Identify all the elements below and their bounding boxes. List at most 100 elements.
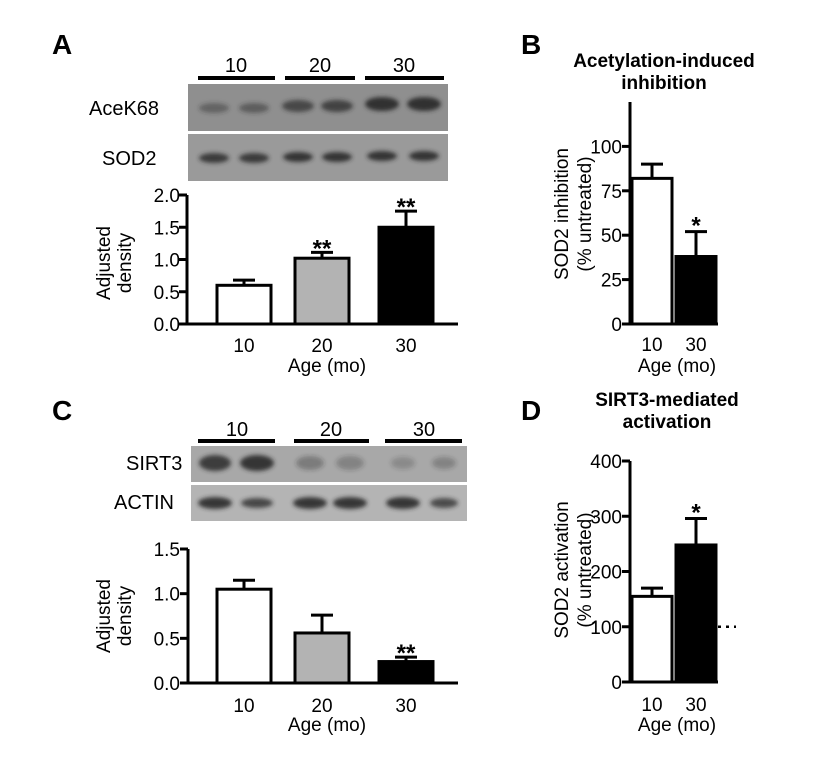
panel-letter-a: A [52, 29, 72, 60]
blot-strip-sod2 [188, 134, 448, 181]
x-tick-label-d-30: 30 [685, 695, 706, 716]
y-tick-label-d: 100 [590, 618, 622, 639]
bar-a-10 [215, 283, 273, 326]
x-tick-label-b-10: 10 [641, 335, 662, 356]
y-axis-title-a-line-2: density [115, 232, 136, 293]
blot-label-acek68: AceK68 [89, 98, 159, 120]
y-axis-title-c-line-2: density [115, 585, 136, 646]
bar-a-20 [293, 256, 351, 326]
charts: 10 ** 20 ** 30 0.0 0.5 1.0 1.5 2.0 Age (mo) Adjuste… [94, 51, 755, 736]
significance-c-30: ** [397, 640, 416, 667]
bar-d-30 [674, 543, 718, 684]
band-sirt3-2 [240, 455, 274, 471]
bar-c-10 [215, 587, 273, 685]
y-tick-label-c: 0.0 [154, 674, 180, 695]
x-tick-label-a-30: 30 [395, 336, 416, 357]
band-sirt3-6 [432, 457, 456, 469]
blot-c: 10 20 30 SIRT3 ACTIN [114, 419, 467, 521]
chart-c: 10 20 ** 30 0.0 0.5 1.0 1.5 Age (mo) Adjusted dens… [94, 540, 458, 736]
band-sod2-3 [283, 152, 313, 162]
x-tick-label-a-20: 20 [311, 336, 332, 357]
band-actin-4 [333, 497, 367, 509]
x-tick-label-d-10: 10 [641, 695, 662, 716]
y-tick-label-a: 1.5 [154, 218, 180, 239]
y-tick-label-b: 50 [601, 226, 622, 247]
x-axis-title-b: Age (mo) [638, 356, 716, 377]
significance-b-30: * [691, 213, 701, 240]
chart-d: SIRT3-mediated activation10*3001002003004… [552, 390, 739, 736]
lane-label-a-30: 30 [393, 55, 415, 77]
band-sod2-2 [239, 153, 269, 163]
x-axis-title-d: Age (mo) [638, 715, 716, 736]
y-axis-title-a-line-1: Adjusted [94, 226, 115, 300]
x-tick-label-c-30: 30 [395, 696, 416, 717]
band-acek68-3 [282, 100, 314, 112]
y-tick-label-b: 100 [590, 137, 622, 158]
lane-label-a-20: 20 [309, 55, 331, 77]
chart-a: 10 ** 20 ** 30 0.0 0.5 1.0 1.5 2.0 Age (mo) Adjuste… [94, 186, 458, 377]
significance-a-30: ** [397, 194, 416, 221]
x-axis-title-a: Age (mo) [288, 356, 366, 377]
bar-d-10 [630, 594, 674, 684]
y-tick-label-c: 1.5 [154, 540, 180, 561]
y-tick-label-a: 0.5 [154, 283, 180, 304]
y-axis-title-b-line-1: SOD2 inhibition [552, 148, 573, 280]
band-sirt3-5 [391, 457, 415, 469]
band-actin-1 [198, 497, 232, 509]
band-sirt3-3 [296, 456, 324, 470]
band-sirt3-4 [336, 456, 364, 470]
lane-label-c-20: 20 [320, 419, 342, 441]
x-tick-label-c-20: 20 [311, 696, 332, 717]
band-acek68-5 [365, 97, 399, 111]
x-tick-label-c-10: 10 [233, 696, 254, 717]
y-tick-label-d: 400 [590, 452, 622, 473]
panel-letter-b: B [521, 29, 541, 60]
panel-letter-d: D [521, 395, 541, 426]
y-tick-label-d: 200 [590, 563, 622, 584]
blot-strip-actin [191, 485, 467, 521]
band-actin-3 [293, 497, 327, 509]
y-axis-title-b-line-2: (% untreated) [575, 156, 596, 271]
y-tick-label-b: 75 [601, 182, 622, 203]
chart-b: Acetylation-induced inhibition 10 * 30 0 25 50 7… [552, 51, 755, 377]
chart-title-line-b: Acetylation-induced [573, 51, 755, 72]
chart-title-line-d: activation [623, 412, 712, 433]
band-actin-2 [241, 498, 273, 508]
y-tick-label-b: 25 [601, 271, 622, 292]
band-sirt3-1 [199, 455, 231, 471]
band-sod2-4 [322, 152, 352, 162]
blot-label-actin: ACTIN [114, 492, 174, 514]
blot-strip-sirt3 [191, 446, 467, 482]
bar-c-20 [293, 631, 351, 685]
y-tick-label-d: 0 [611, 673, 622, 694]
significance-a-20: ** [313, 235, 332, 262]
lane-label-c-10: 10 [226, 419, 248, 441]
y-axis-title-c-line-1: Adjusted [94, 579, 115, 653]
y-tick-label-d: 300 [590, 507, 622, 528]
x-axis-title-c: Age (mo) [288, 715, 366, 736]
band-acek68-6 [407, 97, 441, 111]
lane-label-c-30: 30 [413, 419, 435, 441]
y-tick-label-a: 0.0 [154, 315, 180, 336]
band-acek68-1 [199, 103, 229, 113]
y-tick-label-a: 1.0 [154, 251, 180, 272]
chart-title-line-d: SIRT3-mediated [595, 390, 739, 411]
y-tick-label-a: 2.0 [154, 186, 180, 207]
band-sod2-6 [409, 151, 439, 161]
blot-label-sod2: SOD2 [102, 148, 156, 170]
y-axis-title-d-line-1: SOD2 activation [552, 501, 573, 638]
chart-title-line-b: inhibition [621, 73, 706, 94]
chart-title-b: Acetylation-induced inhibition [573, 51, 755, 94]
x-tick-label-b-30: 30 [685, 335, 706, 356]
blot-a: 10 20 30 AceK68 SOD2 [89, 55, 448, 181]
bar-b-30 [674, 255, 718, 326]
band-acek68-4 [321, 100, 353, 112]
band-sod2-1 [199, 153, 229, 163]
chart-title-d: SIRT3-mediated activation [595, 390, 739, 433]
y-tick-label-b: 0 [611, 315, 622, 336]
lane-label-a-10: 10 [225, 55, 247, 77]
panel-letter-c: C [52, 395, 72, 426]
band-actin-5 [386, 497, 420, 509]
y-axis-title-d-line-2: (% untreated) [575, 512, 596, 627]
